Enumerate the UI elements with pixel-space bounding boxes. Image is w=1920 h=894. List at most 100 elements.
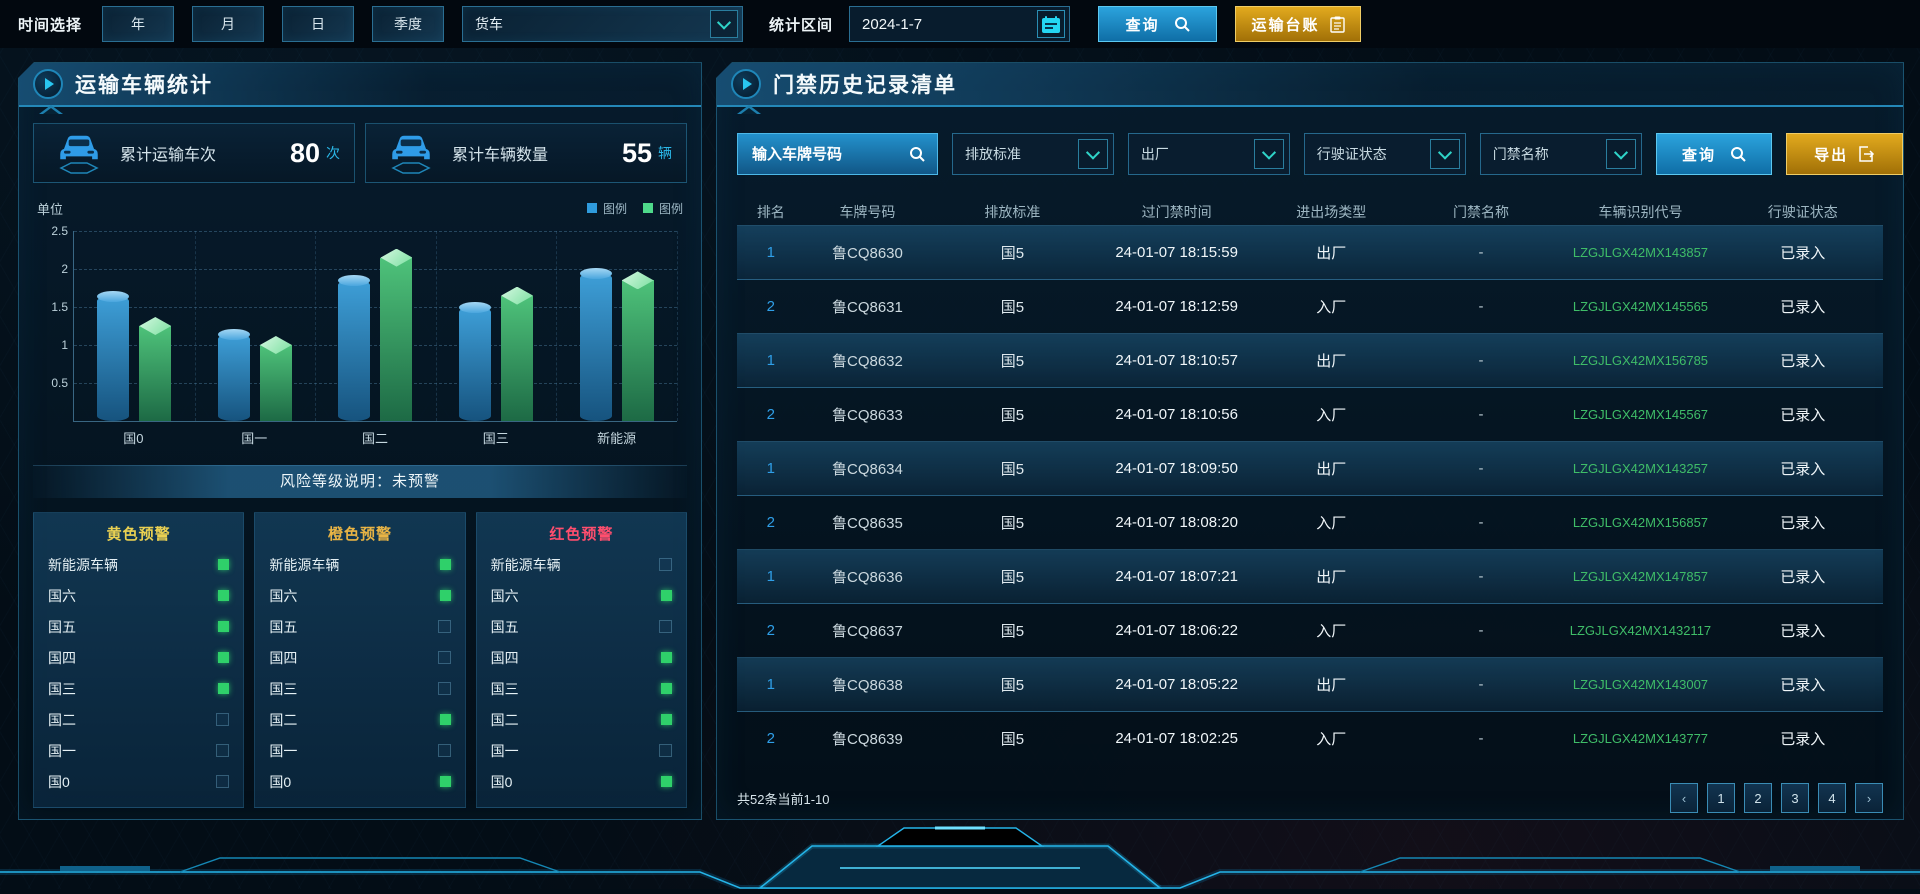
legend-item: 图例	[586, 200, 627, 217]
stat-value: 55	[621, 137, 652, 168]
time-button-3[interactable]: 季度	[372, 6, 445, 42]
table-row[interactable]: 1 鲁CQ8638 国5 24-01-07 18:05:22 出厂 - LZGJLGX42M…	[737, 657, 1883, 712]
table-row[interactable]: 2 鲁CQ8637 国5 24-01-07 18:06:22 入厂 - LZGJLGX42M…	[737, 604, 1883, 657]
cell-license: 已录入	[1780, 299, 1826, 316]
warning-indicator[interactable]	[660, 714, 672, 725]
cell-type: 出厂	[1316, 677, 1347, 694]
warning-indicator[interactable]	[439, 590, 451, 601]
bars-layer	[74, 231, 677, 421]
filter-dropdown-3[interactable]: 门禁名称	[1479, 133, 1642, 175]
date-picker[interactable]: 2024-1-7	[849, 6, 1071, 42]
warning-indicator[interactable]	[660, 776, 672, 787]
warning-indicator[interactable]	[660, 590, 672, 601]
next-page-button[interactable]: ›	[1855, 783, 1883, 813]
warning-indicator[interactable]	[218, 652, 230, 663]
transport-stats-panel: 运输车辆统计 累计运输车次 80 次 累计车辆数量 55 辆 单位 图例 图例	[18, 62, 702, 820]
vehicle-type-select[interactable]: 货车	[462, 6, 744, 42]
warning-item-label: 国一	[490, 742, 519, 759]
warning-indicator[interactable]	[660, 652, 672, 663]
filter-dropdown-1[interactable]: 出厂	[1127, 133, 1290, 175]
dropdown-value: 排放标准	[964, 146, 1021, 162]
warning-indicator[interactable]	[218, 683, 230, 694]
cell-vin: LZGJLGX42MX1432117	[1569, 623, 1712, 638]
cell-plate: 鲁CQ8636	[832, 569, 903, 586]
table-row[interactable]: 1 鲁CQ8636 国5 24-01-07 18:07:21 出厂 - LZGJLGX42M…	[737, 549, 1883, 604]
table-row[interactable]: 2 鲁CQ8635 国5 24-01-07 18:08:20 入厂 - LZGJLGX42M…	[737, 496, 1883, 549]
table-row[interactable]: 1 鲁CQ8630 国5 24-01-07 18:15:59 出厂 - LZGJLGX42M…	[737, 225, 1883, 280]
warning-indicator[interactable]	[658, 744, 672, 757]
filter-dropdown-2[interactable]: 行驶证状态	[1303, 133, 1466, 175]
page-button-4[interactable]: 4	[1818, 783, 1846, 813]
plate-search-input-wrap[interactable]	[737, 133, 938, 175]
cell-type: 出厂	[1316, 569, 1347, 586]
table-row[interactable]: 2 鲁CQ8639 国5 24-01-07 18:02:25 入厂 - LZGJLGX42M…	[737, 712, 1883, 765]
cell-standard: 国5	[1000, 461, 1025, 478]
warning-item: 国五	[491, 611, 672, 642]
cell-type: 出厂	[1316, 461, 1347, 478]
warning-indicator[interactable]	[437, 682, 451, 695]
warning-indicator[interactable]	[439, 714, 451, 725]
dropdown-value: 门禁名称	[1492, 146, 1549, 162]
export-button[interactable]: 导出	[1786, 133, 1904, 175]
warning-indicator[interactable]	[216, 744, 230, 757]
warning-indicator[interactable]	[216, 713, 230, 726]
warning-indicator[interactable]	[218, 590, 230, 601]
time-button-0[interactable]: 年	[102, 6, 175, 42]
warning-item-label: 国三	[269, 680, 298, 697]
header-cell: 进出场类型	[1296, 204, 1367, 220]
warning-column-1: 橙色预警 新能源车辆 国六 国五 国四 国三 国二 国一 国0	[254, 512, 466, 808]
time-buttons: 年月日季度	[102, 6, 445, 42]
warning-item: 国0	[48, 766, 230, 797]
table-query-button[interactable]: 查询	[1655, 133, 1773, 175]
warning-indicator[interactable]	[439, 776, 451, 787]
cell-rank: 2	[766, 514, 775, 531]
cell-vin: LZGJLGX42MX143007	[1572, 677, 1709, 692]
page-button-1[interactable]: 1	[1707, 783, 1735, 813]
warning-indicator[interactable]	[218, 621, 230, 632]
warning-indicator[interactable]	[218, 559, 230, 570]
header-chevron-decoration	[39, 105, 63, 114]
header-cell: 行驶证状态	[1767, 204, 1838, 220]
export-icon	[1859, 146, 1875, 162]
header-cell: 排放标准	[984, 204, 1041, 220]
table-row[interactable]: 2 鲁CQ8633 国5 24-01-07 18:10:56 入厂 - LZGJLGX42M…	[737, 388, 1883, 441]
bar-cap	[338, 275, 371, 287]
cell-gate: -	[1478, 568, 1484, 585]
gridline-h	[74, 307, 677, 308]
plate-search-input[interactable]	[750, 144, 872, 164]
page-button-3[interactable]: 3	[1781, 783, 1809, 813]
cell-standard: 国5	[1000, 731, 1025, 748]
stat-label: 累计车辆数量	[452, 147, 549, 164]
cell-license: 已录入	[1780, 407, 1826, 424]
filter-dropdown-0[interactable]: 排放标准	[951, 133, 1114, 175]
time-button-1[interactable]: 月	[192, 6, 265, 42]
prev-page-button[interactable]: ‹	[1670, 783, 1698, 813]
chevron-down-icon	[710, 10, 739, 38]
page-button-2[interactable]: 2	[1744, 783, 1772, 813]
warning-title: 红色预警	[549, 526, 614, 543]
pagination: ‹ 1 2 3 4 ›	[1670, 783, 1883, 813]
bar-cap	[459, 302, 492, 313]
warning-indicator[interactable]	[658, 558, 672, 571]
table-row[interactable]: 1 鲁CQ8632 国5 24-01-07 18:10:57 出厂 - LZGJLGX42M…	[737, 333, 1883, 388]
cell-vin: LZGJLGX42MX143257	[1572, 461, 1709, 476]
table-row[interactable]: 2 鲁CQ8631 国5 24-01-07 18:12:59 入厂 - LZGJLGX42M…	[737, 280, 1883, 333]
warning-indicator[interactable]	[658, 620, 672, 633]
table-row[interactable]: 1 鲁CQ8634 国5 24-01-07 18:09:50 出厂 - LZGJLGX42M…	[737, 441, 1883, 496]
warning-indicator[interactable]	[439, 559, 451, 570]
warning-indicator[interactable]	[437, 651, 451, 664]
cell-type: 出厂	[1316, 353, 1347, 370]
cell-standard: 国5	[1000, 407, 1025, 424]
filter-bar: 排放标准 出厂 行驶证状态 门禁名称 查询 导出	[737, 133, 1904, 175]
warning-item: 国一	[491, 735, 672, 766]
time-button-2[interactable]: 日	[282, 6, 355, 42]
warning-indicator[interactable]	[216, 775, 230, 788]
transport-ledger-button[interactable]: 运输台账	[1235, 6, 1362, 42]
topbar-query-button[interactable]: 查询	[1098, 6, 1218, 42]
warning-indicator[interactable]	[660, 683, 672, 694]
warning-indicator[interactable]	[437, 620, 451, 633]
cell-time: 24-01-07 18:02:25	[1115, 730, 1238, 747]
gate-history-table: 排名 车牌号码 排放标准 过门禁时间 进出场类型 门禁名称 车辆识别代号 行驶证状态 1 鲁CQ…	[737, 199, 1883, 765]
warning-indicator[interactable]	[437, 744, 451, 757]
